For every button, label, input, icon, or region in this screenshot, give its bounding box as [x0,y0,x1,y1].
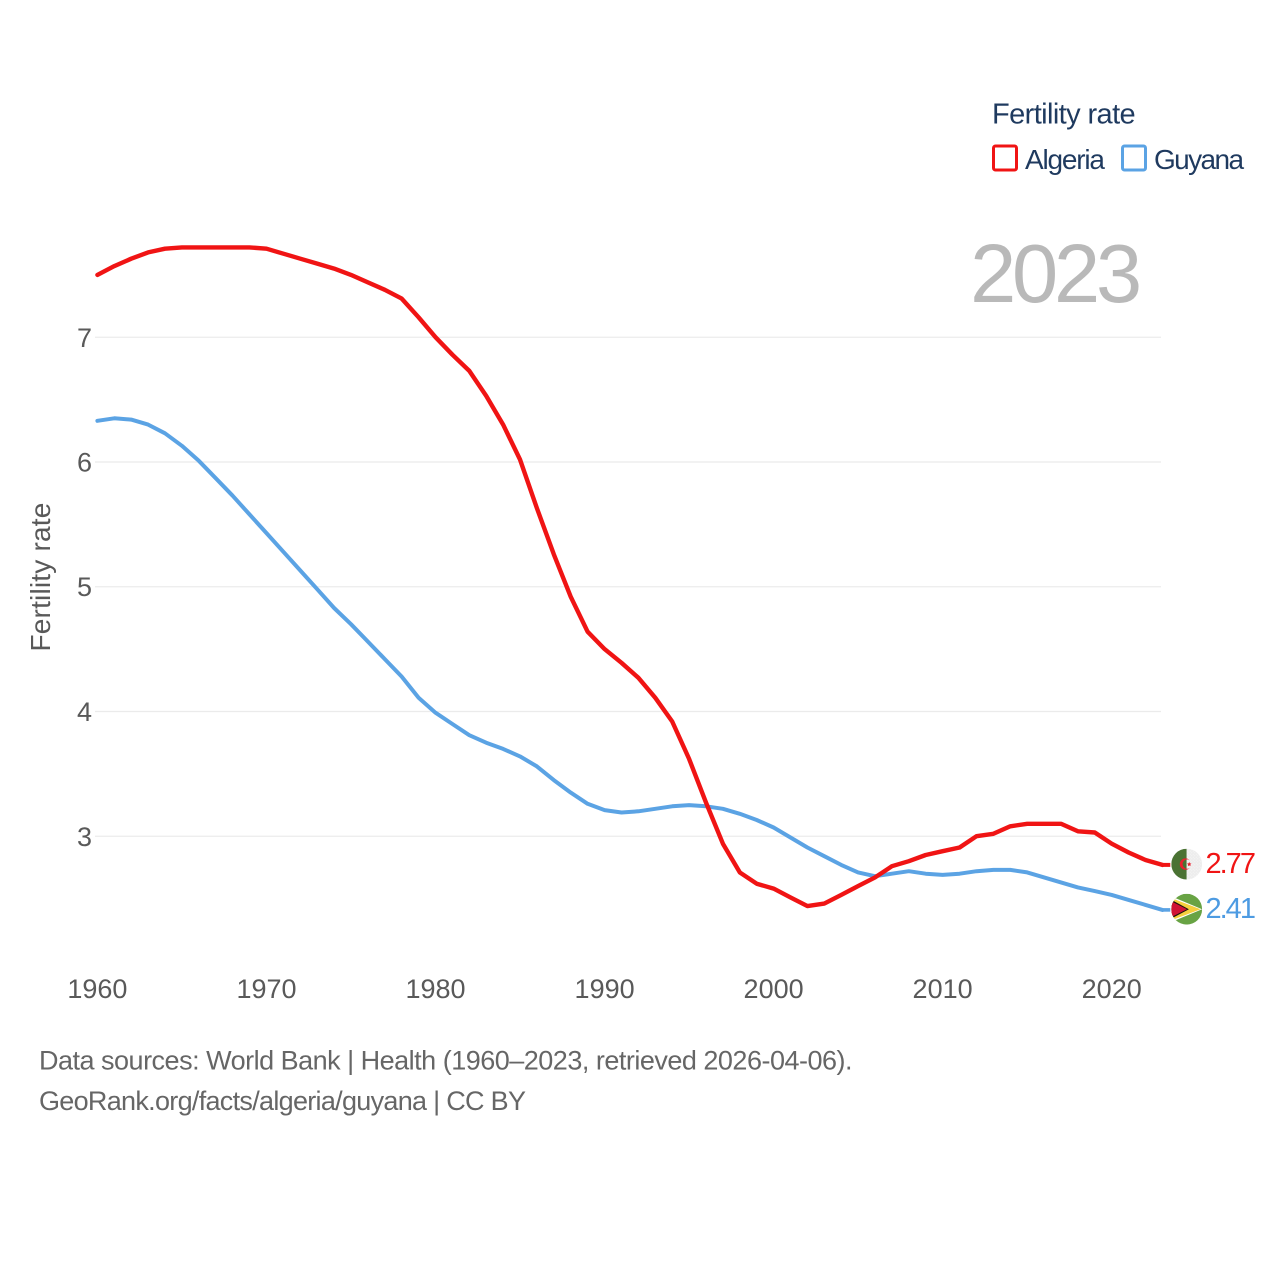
svg-text:GeoRank.org/facts/algeria/guya: GeoRank.org/facts/algeria/guyana | CC BY [39,1086,526,1116]
svg-text:Fertility rate: Fertility rate [25,502,56,651]
svg-text:Guyana: Guyana [1154,144,1244,175]
svg-text:1980: 1980 [405,974,465,1004]
svg-text:2020: 2020 [1082,974,1142,1004]
svg-text:2.77: 2.77 [1206,848,1255,880]
svg-text:Fertility rate: Fertility rate [992,99,1135,131]
svg-text:7: 7 [77,323,92,353]
svg-text:1970: 1970 [236,974,296,1004]
svg-text:1960: 1960 [67,974,127,1004]
svg-text:2010: 2010 [913,974,973,1004]
svg-text:2000: 2000 [744,974,804,1004]
svg-text:1990: 1990 [575,974,635,1004]
svg-text:Data sources: World Bank | Hea: Data sources: World Bank | Health (1960–… [39,1046,852,1076]
svg-text:5: 5 [77,572,92,602]
svg-text:Algeria: Algeria [1025,144,1105,175]
svg-text:2.41: 2.41 [1206,893,1255,925]
svg-text:6: 6 [77,448,92,478]
svg-text:3: 3 [77,822,92,852]
svg-text:2023: 2023 [970,227,1139,320]
svg-text:4: 4 [77,697,92,727]
